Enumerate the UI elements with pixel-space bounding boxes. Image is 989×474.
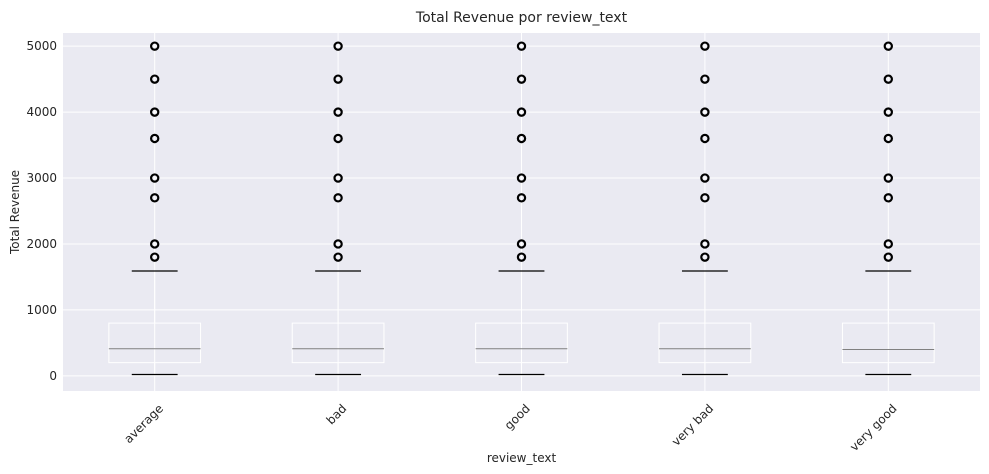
y-tick-labels: 0 1000 2000 3000 4000 5000 [26,39,57,383]
box [658,322,752,364]
x-tick-label: average [121,401,166,446]
y-tick-label: 0 [49,369,57,383]
outlier-point [516,41,527,51]
outlier-point [883,41,894,51]
outlier-point [883,107,894,117]
outlier-point [149,107,160,117]
outlier-point [700,41,710,51]
outlier-point [883,74,894,84]
x-tick-label: very bad [669,401,716,448]
outlier-point [700,107,710,117]
outlier-point [883,252,894,262]
outlier-point [516,133,527,144]
box-group [658,41,752,376]
x-tick-label: good [502,401,533,432]
outlier-point [333,193,343,203]
outlier-point [149,133,160,144]
box-group [108,41,202,376]
box-group [291,41,385,376]
outlier-point [516,74,527,84]
y-tick-label: 3000 [26,171,57,185]
outlier-point [149,41,160,51]
outlier-point [516,239,527,249]
outlier-point [700,74,710,84]
outlier-point [883,133,894,144]
box [475,322,568,364]
box [108,322,202,364]
outlier-point [700,239,710,249]
outlier-point [516,173,527,183]
x-tick-label: bad [324,401,350,427]
outlier-point [149,239,160,249]
outlier-point [333,74,343,84]
outlier-point [700,133,710,144]
outlier-point [516,252,527,262]
outlier-point [883,239,894,249]
box-group [475,41,568,376]
outlier-point [149,193,160,203]
box-group [841,41,935,376]
outlier-point [149,74,160,84]
box [841,322,935,364]
outlier-point [700,173,710,183]
outlier-point [333,41,343,51]
boxes-layer [108,41,935,376]
outlier-point [333,173,343,183]
x-tick-labels: average bad good very bad very good [121,401,899,454]
outlier-point [516,193,527,203]
y-tick-label: 1000 [26,303,57,317]
y-tick-label: 2000 [26,237,57,251]
y-axis-label: Total Revenue [8,170,22,255]
x-axis-label: review_text [487,451,557,465]
outlier-point [700,252,710,262]
outlier-point [516,107,527,117]
box [291,322,385,364]
outlier-point [883,173,894,183]
outlier-point [149,173,160,183]
outlier-point [333,107,343,117]
y-tick-label: 4000 [26,105,57,119]
outlier-point [333,133,343,144]
outlier-point [700,193,710,203]
outlier-point [333,239,343,249]
y-tick-label: 5000 [26,39,57,53]
x-tick-label: very good [847,401,900,454]
outlier-point [149,252,160,262]
outlier-point [333,252,343,262]
outlier-point [883,193,894,203]
chart-title: Total Revenue por review_text [415,10,628,26]
